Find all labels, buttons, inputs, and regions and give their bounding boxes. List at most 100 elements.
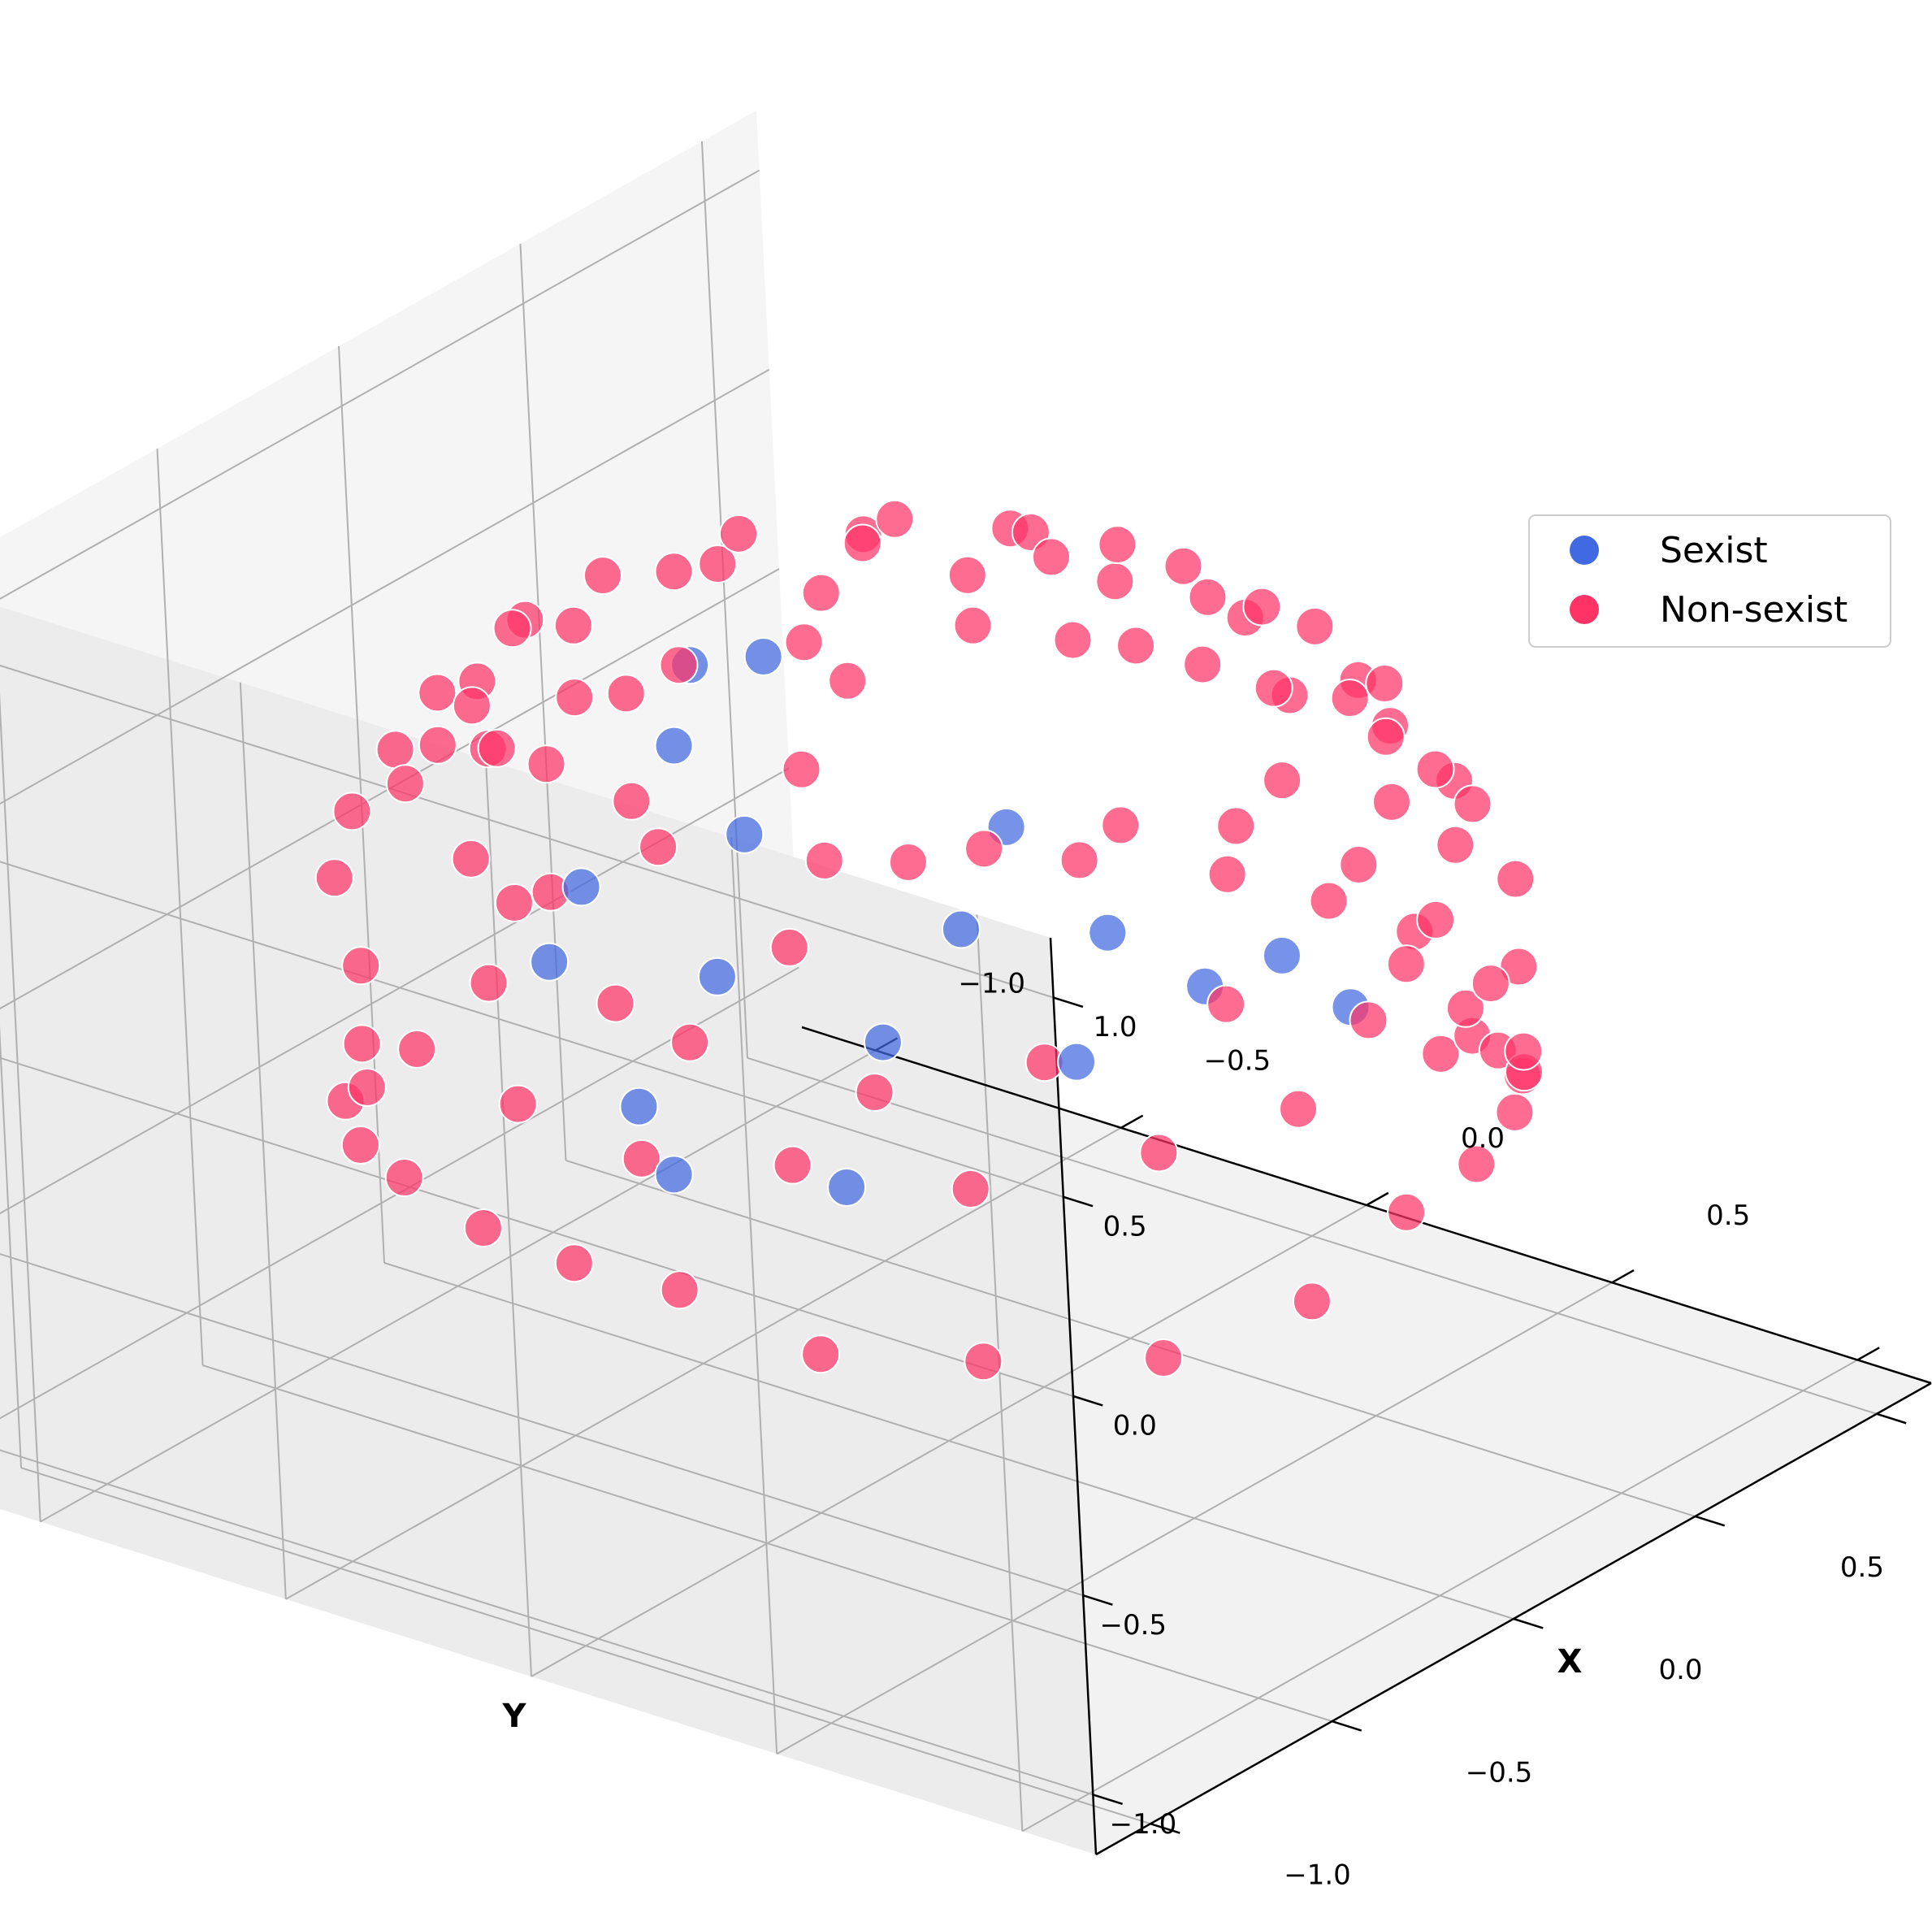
data-point-sexist (619, 1087, 659, 1126)
data-point-sexist (1057, 1042, 1097, 1082)
y-tick-label: 0.5 (1840, 1551, 1884, 1584)
data-point-non-sexist (1254, 668, 1293, 708)
data-point-non-sexist (1101, 805, 1141, 845)
data-point-non-sexist (654, 552, 694, 592)
x-tick (1366, 1191, 1389, 1207)
data-point-non-sexist (1053, 620, 1093, 660)
data-point-non-sexist (670, 1022, 710, 1062)
data-point-sexist (654, 1155, 694, 1195)
x-tick-label: 0.0 (1461, 1122, 1505, 1155)
data-point-non-sexist (340, 1126, 380, 1165)
data-point-non-sexist (1457, 1144, 1497, 1184)
data-point-non-sexist (769, 927, 809, 967)
legend-marker-non-sexist (1570, 595, 1599, 624)
data-point-non-sexist (494, 883, 534, 922)
data-point-non-sexist (1095, 562, 1135, 601)
data-point-non-sexist (1059, 840, 1099, 880)
data-point-sexist (743, 636, 783, 676)
grid-line (0, 1025, 23, 1468)
data-point-non-sexist (1309, 881, 1349, 921)
grid-line (519, 243, 567, 1160)
legend-label-sexist: Sexist (1660, 530, 1768, 571)
y-tick-label: 0.0 (1658, 1654, 1702, 1686)
data-point-non-sexist (1416, 900, 1456, 939)
data-point-non-sexist (888, 842, 928, 882)
legend: Sexist Non-sexist (1528, 514, 1891, 648)
data-point-non-sexist (804, 840, 844, 880)
data-point-non-sexist (843, 523, 882, 563)
data-point-non-sexist (1279, 1089, 1319, 1129)
data-point-non-sexist (964, 829, 1004, 869)
y-tick (1332, 1720, 1362, 1732)
data-point-non-sexist (583, 556, 622, 596)
data-point-non-sexist (463, 1208, 503, 1248)
data-point-non-sexist (953, 605, 993, 645)
data-point-non-sexist (397, 1029, 437, 1069)
data-point-non-sexist (773, 1145, 812, 1185)
data-point-non-sexist (964, 1342, 1003, 1382)
data-point-non-sexist (1183, 644, 1223, 684)
legend-marker-sexist (1570, 536, 1599, 565)
data-points (314, 499, 1544, 1382)
data-point-non-sexist (1339, 845, 1379, 884)
grid-line (976, 914, 1024, 1832)
grid-line (747, 1056, 1878, 1415)
grid-line (565, 1159, 1696, 1517)
data-point-sexist (561, 867, 601, 907)
data-point-non-sexist (342, 1024, 382, 1064)
data-point-non-sexist (612, 781, 652, 821)
data-point-non-sexist (1116, 626, 1156, 666)
y-axis-title: Y (502, 1698, 527, 1735)
data-point-non-sexist (947, 555, 987, 595)
data-point-non-sexist (801, 1334, 841, 1374)
z-tick-label: 0.0 (1113, 1410, 1157, 1442)
data-point-non-sexist (1471, 964, 1510, 1004)
data-point-non-sexist (526, 744, 566, 784)
data-point-non-sexist (1292, 1282, 1332, 1321)
y-tick (1150, 1822, 1180, 1834)
data-point-sexist (941, 909, 981, 949)
data-point-non-sexist (660, 1270, 700, 1310)
data-point-non-sexist (1365, 664, 1405, 704)
data-point-non-sexist (639, 827, 678, 867)
data-point-non-sexist (1371, 782, 1411, 822)
data-point-sexist (697, 956, 737, 996)
data-point-non-sexist (553, 605, 593, 645)
legend-label-non-sexist: Non-sexist (1660, 589, 1848, 631)
data-point-non-sexist (452, 686, 492, 726)
grid-line (0, 664, 1054, 999)
data-point-non-sexist (375, 730, 415, 770)
grid-line (776, 1282, 1613, 1755)
data-point-non-sexist (698, 544, 738, 583)
data-point-non-sexist (1139, 1133, 1179, 1173)
data-point-non-sexist (1207, 854, 1247, 894)
data-point-non-sexist (1206, 984, 1246, 1024)
grid-line (0, 1056, 1074, 1397)
data-point-non-sexist (622, 1139, 661, 1178)
data-point-non-sexist (341, 946, 381, 986)
data-point-non-sexist (801, 573, 841, 613)
z-tick (1063, 1195, 1094, 1208)
x-tick (1120, 1114, 1144, 1129)
data-point-sexist (530, 942, 570, 982)
x-tick (1856, 1347, 1880, 1361)
data-point-non-sexist (1415, 749, 1455, 789)
data-point-non-sexist (951, 1169, 990, 1209)
z-tick-label: −1.0 (1110, 1808, 1177, 1841)
x-axis-title: X (1557, 1643, 1583, 1681)
data-point-non-sexist (1144, 1338, 1184, 1377)
data-point-non-sexist (1349, 1000, 1388, 1040)
legend-box (1528, 514, 1891, 648)
data-point-non-sexist (1295, 606, 1335, 646)
data-point-non-sexist (469, 963, 509, 1003)
y-tick (1876, 1412, 1907, 1425)
grid-line (383, 1262, 1514, 1620)
data-point-sexist (725, 814, 765, 854)
data-point-non-sexist (1436, 825, 1475, 865)
data-point-non-sexist (451, 839, 491, 878)
grid-line (0, 368, 770, 805)
data-point-sexist (827, 1167, 867, 1207)
data-point-non-sexist (1242, 587, 1282, 627)
grid-line (700, 141, 748, 1058)
